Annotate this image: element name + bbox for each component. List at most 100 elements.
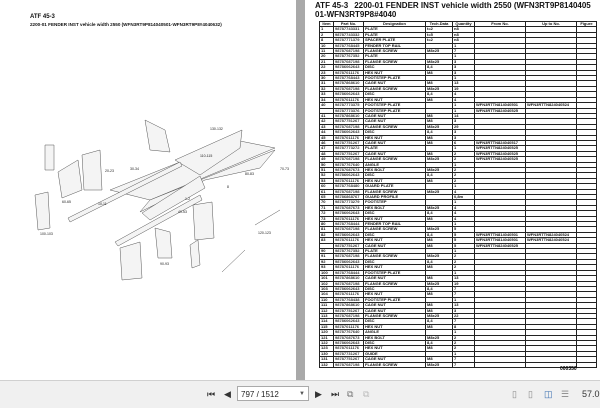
table-cell: 98787087198 xyxy=(333,312,364,320)
table-cell xyxy=(576,361,597,369)
first-page-icon[interactable]: ⏮ xyxy=(207,389,216,399)
table-cell: 98787751267 xyxy=(333,356,364,363)
diagram-label: 10-11 xyxy=(98,202,107,206)
table-row: 50 98787767640 ANGLE 1 xyxy=(319,161,597,169)
table-row: 40 98787773375 FOOTSTEP PLATE 1 WFN3RTTN8140… xyxy=(319,102,597,109)
table-row: 47 98787773272 PLATE 1 WFN3RTTN824040525 xyxy=(319,145,597,152)
next-page-icon[interactable]: ▶ xyxy=(315,389,322,399)
table-cell: 98787731267 xyxy=(333,350,364,358)
copy-page-icon[interactable]: ⧉ xyxy=(347,389,354,399)
table-cell xyxy=(474,361,526,369)
single-page-view-icon[interactable]: ▯ xyxy=(512,389,517,399)
table-cell: 98786062643 xyxy=(333,210,364,217)
table-cell: 98786062643 xyxy=(333,172,364,179)
diagram-label: 90-93 xyxy=(160,262,169,266)
table-cell: 98787868610 xyxy=(333,80,364,87)
prev-page-icon[interactable]: ◀ xyxy=(224,389,231,399)
chevron-down-icon[interactable]: ▼ xyxy=(299,391,305,397)
table-cell: 98787011176 xyxy=(333,96,364,104)
table-cell: 98787768480 xyxy=(333,183,364,190)
table-cell: 98787087198 xyxy=(333,226,364,233)
table-cell: 98787011176 xyxy=(333,291,364,298)
table-cell: 98787751267 xyxy=(333,307,364,314)
table-row: 61 98787087198 FLANGE SCREW M8x25 4 xyxy=(319,188,597,196)
table-cell: WFN3RTTN814040501 xyxy=(474,231,526,239)
diagram-fender-6 xyxy=(119,241,143,281)
table-row: 73 98787011176 HEX NUT M8 4 xyxy=(319,215,597,223)
column-header: Figure xyxy=(576,20,597,28)
two-page-continuous-icon[interactable]: ☰ xyxy=(561,389,570,399)
diagram-label: 100-103 xyxy=(40,232,53,236)
page-code: 000350 xyxy=(560,366,577,372)
diagram-fender-5 xyxy=(154,227,173,259)
table-cell: WFN3RTTN814040501 xyxy=(474,237,526,244)
table-cell: 98787767640 xyxy=(333,161,364,169)
table-cell: 98787087198 xyxy=(333,123,364,131)
viewer-toolbar: ⏮ ◀ 797 / 1512 ▼ ▶ ⏭ ⧉ ⧉ ▯ ▯ ◫ ☰ 57.0 xyxy=(0,380,600,408)
table-cell: 7 xyxy=(452,361,475,369)
page-number-input[interactable]: 797 / 1512 ▼ xyxy=(237,386,309,401)
table-cell: 132 xyxy=(319,361,334,369)
table-cell: 98787087198 xyxy=(333,280,364,287)
table-cell: FLANGE SCREW xyxy=(363,361,426,369)
table-cell: 98787773375 xyxy=(333,102,364,109)
table-cell: 98787767640 xyxy=(333,329,364,336)
diagram-fender-4 xyxy=(144,119,171,153)
diagram-label: 130-132 xyxy=(210,127,223,131)
table-cell: 98786062643 xyxy=(333,285,364,293)
table-cell: 98786062643 xyxy=(333,91,364,98)
diagram-label: 60-65 xyxy=(62,200,71,204)
table-cell: 98787087198 xyxy=(333,156,364,163)
table-row: 2 98787743332 PLATE t=5 n8 xyxy=(319,31,597,39)
table-cell: 98786868767 xyxy=(333,193,364,201)
table-cell: 98787011176 xyxy=(333,177,364,185)
diagram-label: 40-53 xyxy=(178,210,187,214)
table-cell: 98787773376 xyxy=(333,107,364,114)
table-cell: 98787011176 xyxy=(333,264,364,271)
diagram-label: 110-115 xyxy=(200,154,212,158)
diagram-footstep-plate-top xyxy=(174,129,243,176)
diagram-label: 20-23 xyxy=(105,169,114,173)
table-cell: 98787751267 xyxy=(333,242,364,250)
table-cell: 98786062643 xyxy=(333,231,364,239)
right-page: ATF 45-3 2200-01 FENDER INST vehicle widt… xyxy=(305,0,600,380)
table-cell: 98787087673 xyxy=(333,334,364,342)
zoom-level[interactable]: 57.0 xyxy=(582,389,600,399)
table-cell: 98787011176 xyxy=(333,69,364,77)
table-cell: M8x25 xyxy=(425,361,453,369)
table-cell: WFN3RTTN824040525 xyxy=(474,156,526,163)
two-page-view-icon[interactable]: ◫ xyxy=(544,389,553,399)
diagram-label: 1-2 xyxy=(185,197,190,201)
last-page-icon[interactable]: ⏭ xyxy=(331,389,340,399)
table-cell: 98787767352 xyxy=(333,248,364,255)
diagram-angle xyxy=(44,144,55,171)
table-cell: 98787868610 xyxy=(333,302,364,309)
diagram-fender-7 xyxy=(192,201,215,241)
table-row: 132 98787087198 FLANGE SCREW M8x25 7 xyxy=(319,361,597,369)
table-cell: 98787011176 xyxy=(333,323,364,331)
diagram-rail-left xyxy=(67,161,183,223)
page-number-value: 797 / 1512 xyxy=(241,390,279,399)
table-cell: WFN3RTTN824040524 xyxy=(525,102,577,109)
table-row: 98787773376 FOOTSTEP PLATE 1 WFN3RTTN824040… xyxy=(319,107,597,114)
table-row: 80 98787768444 FENDER TOP RAIL 1 xyxy=(319,220,597,228)
table-cell: 98787773272 xyxy=(333,145,364,152)
table-cell: 98787771379 xyxy=(333,37,364,44)
table-cell: 98787768443 xyxy=(333,75,364,82)
page-subtitle: 2200-01 FENDER INST vehicle width 2550 (… xyxy=(30,22,222,27)
continuous-view-icon[interactable]: ▯ xyxy=(528,389,533,399)
table-cell: 98787011176 xyxy=(333,134,364,141)
diagram-plate xyxy=(189,239,201,269)
table-cell: 98787087198 xyxy=(333,361,364,369)
table-cell: WFN3RTTN824040517 xyxy=(474,139,526,147)
table-row: 23 98787011176 HEX NUT M8 3 xyxy=(319,69,597,77)
table-row: 51 98787087673 HEX BOLT M8x25 2 xyxy=(319,166,597,174)
table-row: 114 98786062643 DISC 8,4 7 xyxy=(319,318,597,325)
paste-page-icon[interactable]: ⧉ xyxy=(363,389,370,399)
diagram-label: 80-83 xyxy=(245,172,254,176)
table-cell: 98787743331 xyxy=(333,26,364,33)
table-cell: 98787011176 xyxy=(333,215,364,223)
table-title-code: ATF 45-3 xyxy=(315,1,349,10)
diagram-footstep-plate-lower xyxy=(141,175,206,221)
table-title: ATF 45-3 2200-01 FENDER INST vehicle widt… xyxy=(315,1,595,19)
